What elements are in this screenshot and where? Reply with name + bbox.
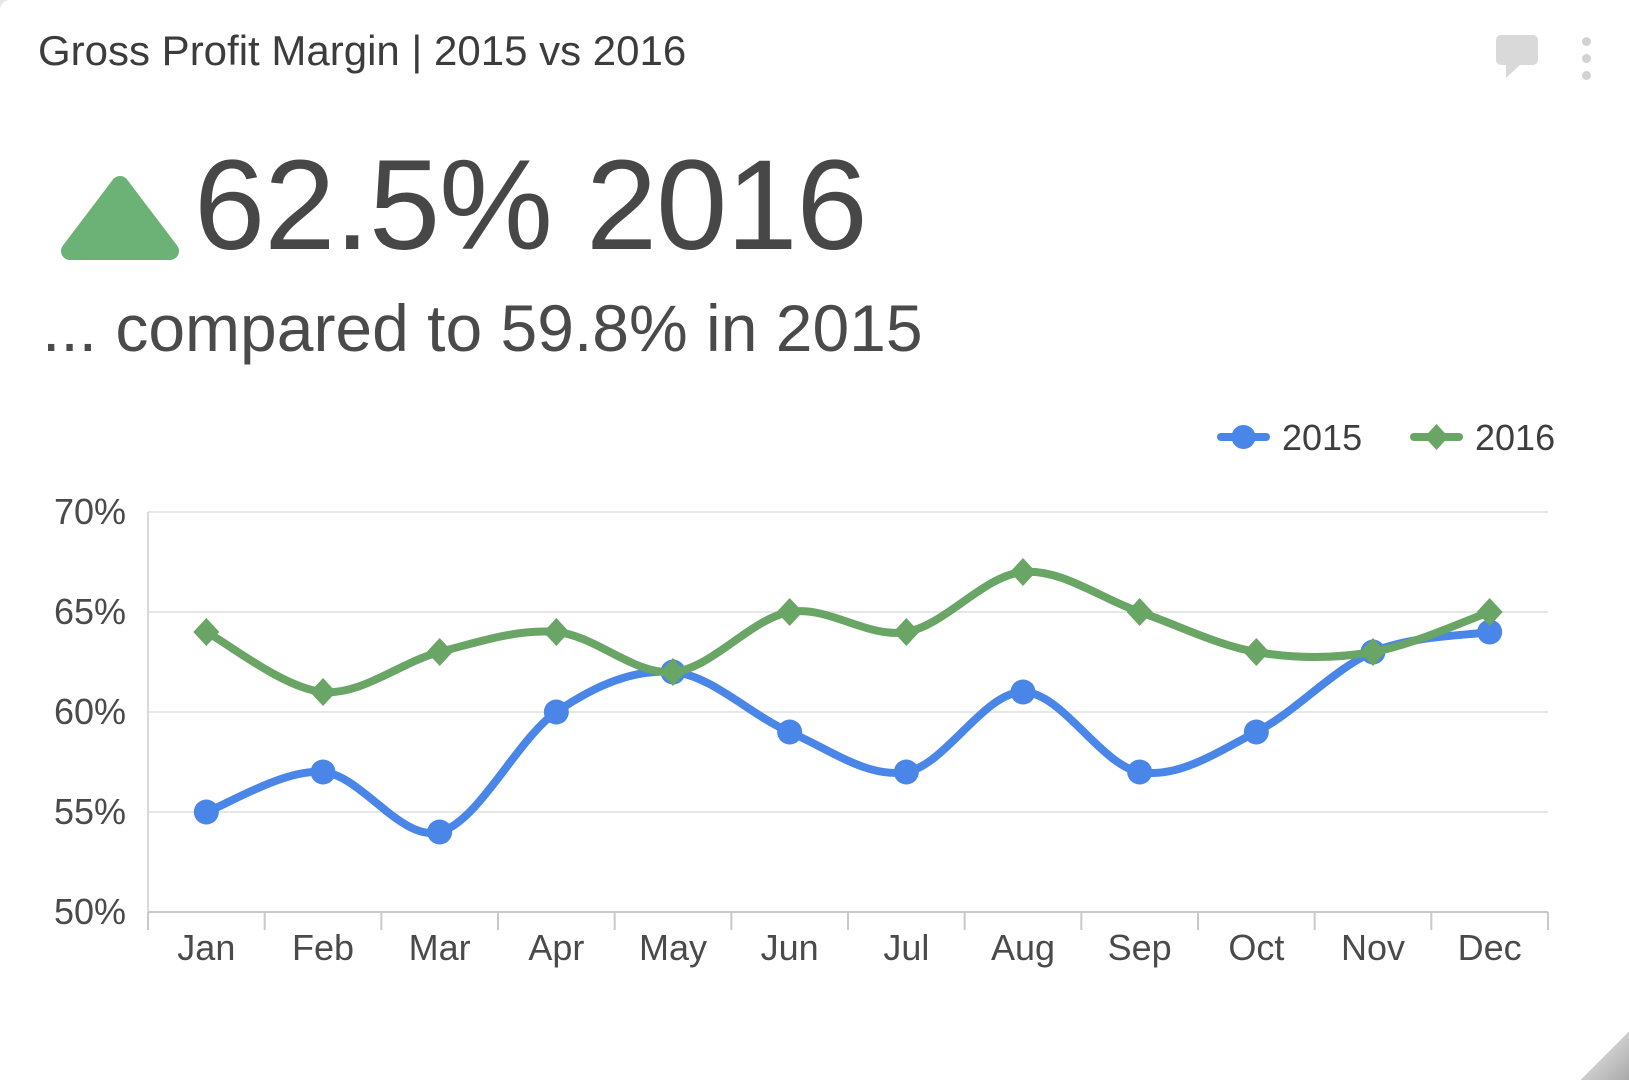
y-axis-label-70: 70% bbox=[54, 491, 126, 532]
data-point-2015-Jun bbox=[777, 719, 803, 745]
x-axis-label-Jan: Jan bbox=[177, 927, 235, 968]
x-axis-label-Aug: Aug bbox=[991, 927, 1055, 968]
x-axis-label-Dec: Dec bbox=[1458, 927, 1522, 968]
data-point-2016-Feb bbox=[310, 678, 336, 706]
card-header-actions bbox=[1496, 35, 1593, 82]
y-axis-label-60: 60% bbox=[54, 691, 126, 732]
data-point-2015-Sep bbox=[1127, 759, 1153, 785]
y-axis-label-55: 55% bbox=[54, 791, 126, 832]
data-point-2015-Apr bbox=[543, 699, 569, 725]
kpi-value-year: 2016 bbox=[585, 134, 868, 277]
data-point-2015-Oct bbox=[1243, 719, 1269, 745]
data-point-2015-Mar bbox=[427, 819, 453, 845]
series-line-2016 bbox=[202, 567, 1494, 697]
x-axis-label-May: May bbox=[639, 927, 707, 968]
gross-profit-margin-chart: 70% 65% 60% 55% 50% Jan Feb Mar Apr May Jun Jul Aug S… bbox=[0, 400, 1629, 980]
legend-marker-2016 bbox=[1424, 424, 1449, 450]
data-point-2016-Sep bbox=[1126, 598, 1153, 626]
page-title: Gross Profit Margin | 2015 vs 2016 bbox=[38, 27, 687, 74]
data-point-2015-Dec bbox=[1477, 619, 1503, 645]
x-axis-label-Sep: Sep bbox=[1108, 927, 1172, 968]
x-axis-label-Nov: Nov bbox=[1341, 927, 1405, 968]
kebab-dot bbox=[1582, 54, 1591, 63]
data-point-2015-Jan bbox=[193, 799, 219, 825]
x-axis-label-Jun: Jun bbox=[761, 927, 819, 968]
x-axis-label-Jul: Jul bbox=[883, 927, 929, 968]
x-axis-label-Feb: Feb bbox=[292, 927, 354, 968]
gross-profit-margin-chart-svg: 70% 65% 60% 55% 50% Jan Feb Mar Apr May Jun Jul Aug S… bbox=[54, 417, 1555, 968]
kebab-dot bbox=[1582, 71, 1591, 80]
data-point-2016-Jun bbox=[776, 598, 803, 626]
legend-item-2015[interactable]: 2015 bbox=[1217, 417, 1362, 458]
data-point-2016-Aug bbox=[1010, 558, 1036, 586]
data-point-2016-Oct bbox=[1243, 638, 1270, 666]
x-axis-label-Oct: Oct bbox=[1228, 927, 1284, 968]
y-axis-label-65: 65% bbox=[54, 591, 126, 632]
legend-marker-2015 bbox=[1231, 425, 1256, 449]
data-point-2016-May bbox=[660, 658, 686, 686]
x-axis-label-Apr: Apr bbox=[528, 927, 584, 968]
data-point-2015-Aug bbox=[1010, 679, 1036, 705]
data-point-2016-Nov bbox=[1360, 638, 1386, 666]
data-point-2016-Jan bbox=[193, 618, 220, 646]
trend-up-icon bbox=[61, 176, 179, 260]
kpi-value: 62.5% 2016 bbox=[194, 142, 868, 270]
resize-grip-icon[interactable] bbox=[1581, 1032, 1629, 1080]
comment-icon[interactable] bbox=[1496, 35, 1538, 78]
data-point-2016-Apr bbox=[543, 618, 570, 646]
data-point-2016-Dec bbox=[1476, 598, 1503, 626]
x-axis-label-Mar: Mar bbox=[409, 927, 471, 968]
kebab-dot bbox=[1582, 37, 1591, 46]
data-point-2015-Feb bbox=[310, 759, 336, 785]
series-line-2015 bbox=[202, 628, 1494, 837]
kebab-menu-icon[interactable] bbox=[1580, 35, 1593, 82]
legend-label-2016: 2016 bbox=[1475, 417, 1555, 458]
kpi-value-number: 62.5% bbox=[194, 134, 553, 277]
legend-item-2016[interactable]: 2016 bbox=[1410, 417, 1555, 458]
data-point-2016-Mar bbox=[426, 638, 453, 666]
data-point-2016-Jul bbox=[893, 618, 920, 646]
legend-label-2015: 2015 bbox=[1282, 417, 1362, 458]
y-axis-label-50: 50% bbox=[54, 891, 126, 932]
kpi-comparison: ... compared to 59.8% in 2015 bbox=[42, 291, 923, 365]
data-point-2015-Jul bbox=[893, 759, 919, 785]
